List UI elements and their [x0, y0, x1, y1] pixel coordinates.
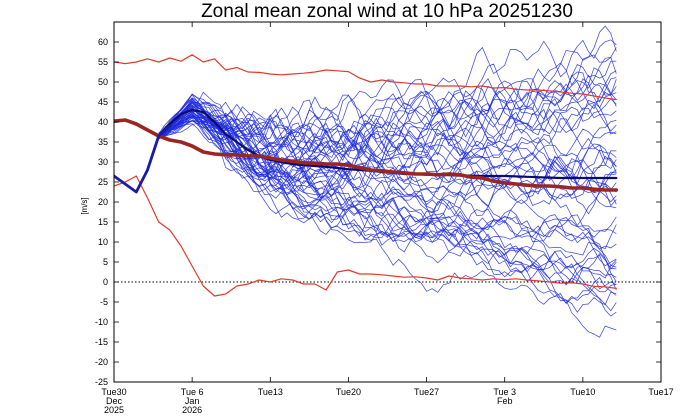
- y-tick-label: -25: [95, 377, 108, 387]
- y-tick-label: 20: [98, 197, 108, 207]
- x-tick-label: Tue20: [336, 387, 361, 397]
- y-tick-label: 60: [98, 37, 108, 47]
- y-tick-label: 30: [98, 157, 108, 167]
- x-tick-label: Tue 6: [181, 387, 204, 397]
- y-tick-label: -20: [95, 357, 108, 367]
- plot-lines: [114, 25, 661, 338]
- ensemble-member-line: [158, 111, 617, 205]
- ensemble-member-line: [158, 115, 617, 268]
- ensemble-member-line: [158, 120, 617, 255]
- y-tick-label: 15: [98, 217, 108, 227]
- y-tick-label: 55: [98, 57, 108, 67]
- x-tick-label: 2025: [104, 405, 124, 415]
- y-tick-label: 35: [98, 137, 108, 147]
- y-tick-label: 40: [98, 117, 108, 127]
- ensemble-member-line: [158, 25, 617, 149]
- ensemble-member-line: [158, 39, 617, 146]
- y-tick-label: 25: [98, 177, 108, 187]
- x-tick-label: 2026: [182, 405, 202, 415]
- x-tick-label: Tue17: [648, 387, 673, 397]
- x-tick-label: Dec: [106, 396, 123, 406]
- ensemble-member-line: [158, 74, 617, 173]
- y-tick-label: -5: [100, 297, 108, 307]
- axes: -25-20-15-10-5051015202530354045505560Tu…: [95, 21, 674, 415]
- analysis-line: [114, 124, 172, 194]
- y-axis-label: [m/s]: [80, 197, 89, 214]
- y-tick-label: -15: [95, 337, 108, 347]
- climatology-max-line: [114, 54, 617, 101]
- x-tick-label: Tue10: [570, 387, 595, 397]
- climatology-mean-line: [114, 118, 619, 192]
- climatology-min-line: [114, 175, 617, 297]
- y-tick-label: 0: [103, 277, 108, 287]
- ensemble-member-line: [158, 112, 617, 250]
- plot-area: [114, 25, 661, 338]
- y-tick-label: -10: [95, 317, 108, 327]
- ensemble-member-line: [158, 111, 617, 217]
- ensemble-member-line: [158, 101, 617, 304]
- ensemble-member-line: [158, 116, 617, 198]
- ensemble-member-line: [158, 91, 617, 157]
- x-tick-label: Jan: [185, 396, 200, 406]
- y-tick-label: 10: [98, 237, 108, 247]
- x-tick-label: Tue13: [258, 387, 283, 397]
- ensemble-member-line: [158, 60, 617, 154]
- x-tick-label: Tue30: [101, 387, 126, 397]
- x-tick-label: Feb: [497, 396, 513, 406]
- x-tick-label: Tue 3: [493, 387, 516, 397]
- y-tick-label: 45: [98, 97, 108, 107]
- x-tick-label: Tue27: [414, 387, 439, 397]
- chart-title: Zonal mean zonal wind at 10 hPa 20251230: [201, 1, 573, 22]
- y-tick-label: 5: [103, 257, 108, 267]
- ensemble-member-line: [158, 105, 617, 282]
- y-tick-label: 50: [98, 77, 108, 87]
- ensemble-member-line: [158, 113, 617, 283]
- ensemble-member-line: [158, 47, 617, 134]
- ensemble-member-line: [158, 63, 617, 140]
